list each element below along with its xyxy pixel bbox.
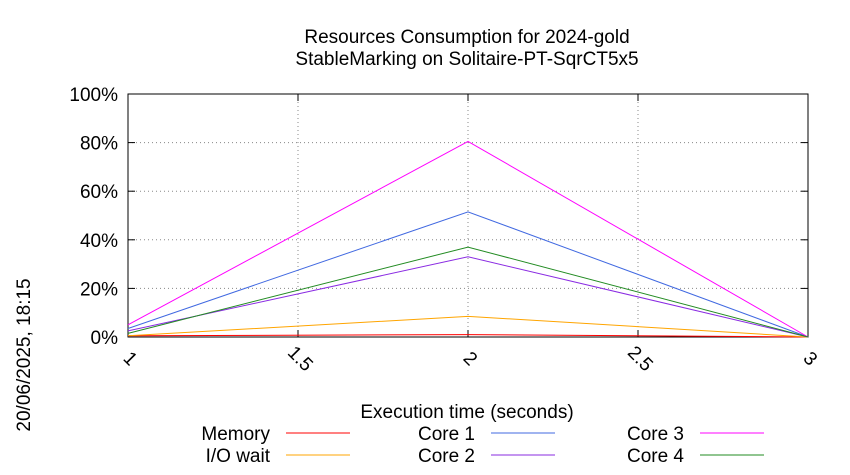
y-tick-label: 100% <box>69 85 118 106</box>
legend-label-core-4: Core 4 <box>627 446 684 467</box>
x-tick-label: 3 <box>799 348 821 370</box>
chart-title: Resources Consumption for 2024-gold <box>304 27 629 48</box>
x-tick-label: 1 <box>119 348 141 370</box>
legend-label-i-o-wait: I/O wait <box>206 446 271 467</box>
series-lines <box>127 140 809 338</box>
x-tick-label: 2 <box>459 348 481 370</box>
y-tick-label: 80% <box>80 134 118 155</box>
x-axis-ticks: 1 1.5 2 2.5 3 <box>119 94 821 376</box>
y-tick-label: 20% <box>80 279 118 300</box>
x-tick-label: 2.5 <box>623 342 657 376</box>
x-axis-label: Execution time (seconds) <box>360 402 573 423</box>
series-line-memory <box>127 334 809 338</box>
legend-label-core-3: Core 3 <box>627 424 684 445</box>
y-tick-label: 60% <box>80 182 118 203</box>
chart-subtitle: StableMarking on Solitaire-PT-SqrCT5x5 <box>295 49 638 70</box>
legend-label-memory: Memory <box>201 424 270 445</box>
y-tick-label: 40% <box>80 231 118 252</box>
grid <box>128 94 808 337</box>
series-line-core-3 <box>127 140 809 338</box>
x-tick-label: 1.5 <box>283 342 317 376</box>
y-axis-ticks: 0% 20% 40% 60% 80% 100% <box>69 85 808 349</box>
series-line-core-1 <box>127 211 809 338</box>
series-line-i-o-wait <box>127 315 809 338</box>
series-line-core-2 <box>127 256 809 338</box>
timestamp-label: 20/06/2025, 18:15 <box>14 278 35 431</box>
y-tick-label: 0% <box>91 328 119 349</box>
series-line-core-4 <box>127 246 809 338</box>
legend-label-core-2: Core 2 <box>418 446 475 467</box>
legend-label-core-1: Core 1 <box>418 424 475 445</box>
